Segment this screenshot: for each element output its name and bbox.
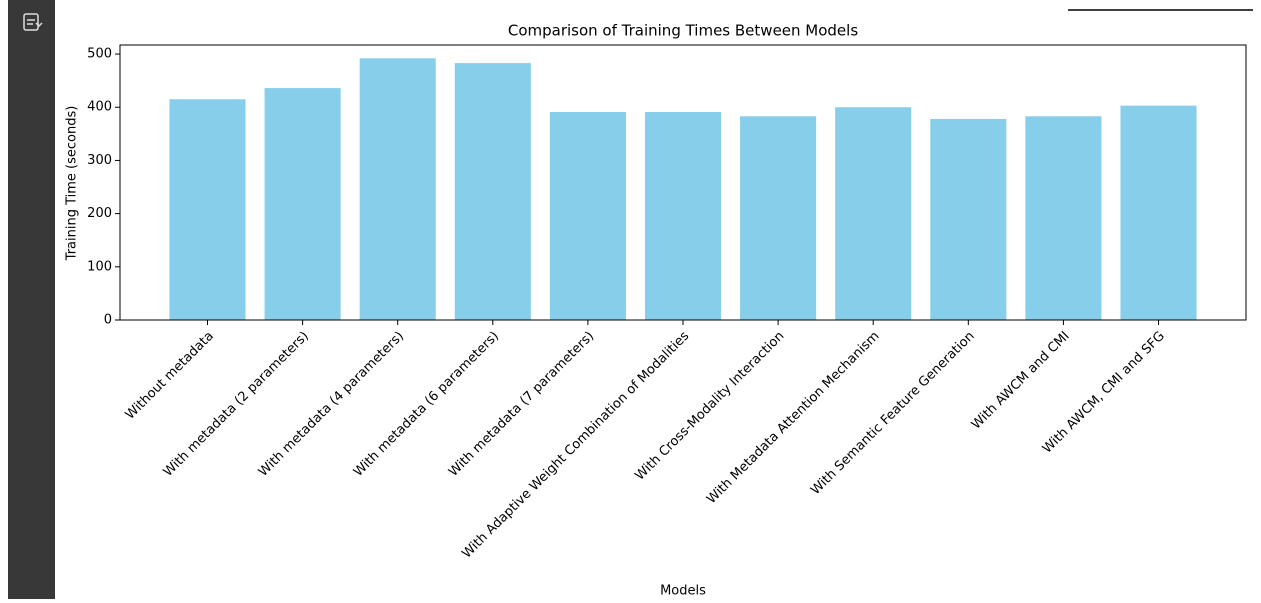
bar — [1120, 105, 1197, 320]
x-tick-label: With Semantic Feature Generation — [808, 329, 977, 498]
y-tick-label: 500 — [87, 47, 112, 62]
bar — [740, 116, 817, 320]
x-tick-label: Without metadata — [123, 329, 217, 423]
bar — [549, 112, 626, 321]
y-axis-label: Training Time (seconds) — [65, 106, 80, 262]
y-tick-label: 100 — [87, 259, 112, 274]
bar — [264, 88, 341, 320]
bar — [1025, 116, 1102, 320]
x-tick-label: With Cross-Modality Interaction — [633, 329, 788, 484]
bar — [454, 63, 531, 320]
output-toggle-icon[interactable] — [23, 13, 43, 31]
y-tick-label: 300 — [87, 153, 112, 168]
bar — [359, 58, 436, 320]
y-tick-label: 400 — [87, 100, 112, 115]
chart-title: Comparison of Training Times Between Mod… — [508, 22, 858, 40]
sidebar — [8, 0, 55, 599]
x-axis-label: Models — [660, 584, 706, 599]
x-tick-label: With Metadata Attention Mechanism — [704, 329, 882, 507]
y-tick-label: 0 — [104, 313, 112, 328]
bar — [930, 118, 1007, 320]
y-tick-label: 200 — [87, 206, 112, 221]
bar — [644, 112, 722, 321]
bar — [169, 99, 246, 321]
x-tick-label: With Adaptive Weight Combination of Moda… — [459, 329, 692, 562]
bar — [835, 107, 912, 320]
plot-frame — [119, 44, 1247, 321]
x-tick-label: With AWCM and CMI — [969, 329, 1073, 433]
